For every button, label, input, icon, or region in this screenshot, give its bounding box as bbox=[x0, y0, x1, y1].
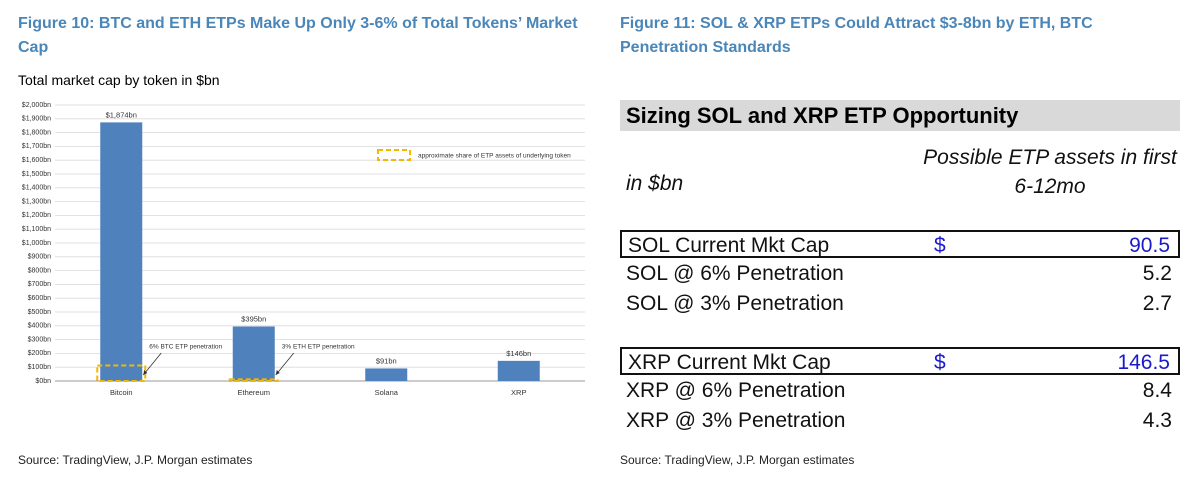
annotation: 6% BTC ETP penetration bbox=[149, 344, 222, 351]
y-tick-label: $300bn bbox=[28, 336, 51, 343]
row-value: 90.5 bbox=[1129, 234, 1170, 257]
legend-swatch bbox=[377, 149, 411, 161]
value-label: $91bn bbox=[376, 356, 397, 365]
y-tick-label: $400bn bbox=[28, 323, 51, 330]
currency: $ bbox=[934, 351, 946, 374]
row-label: XRP @ 6% Penetration bbox=[626, 379, 846, 402]
annotation: 3% ETH ETP penetration bbox=[282, 344, 355, 351]
row-value: 2.7 bbox=[1142, 292, 1172, 315]
etp-share bbox=[96, 364, 147, 383]
y-tick-label: $900bn bbox=[28, 254, 51, 261]
x-tick-label: Ethereum bbox=[237, 388, 270, 397]
y-tick-label: $1,200bn bbox=[22, 212, 51, 219]
row-label: SOL @ 6% Penetration bbox=[626, 262, 844, 285]
value-label: $395bn bbox=[241, 314, 266, 323]
table-row: SOL Current Mkt Cap $90.5 bbox=[620, 230, 1180, 258]
y-tick-label: $600bn bbox=[28, 295, 51, 302]
figure-title: Figure 11: SOL & XRP ETPs Could Attract … bbox=[620, 15, 1093, 56]
etp-share bbox=[228, 378, 279, 382]
row-label: SOL @ 3% Penetration bbox=[626, 292, 844, 315]
currency: $ bbox=[934, 234, 946, 257]
row-value: 4.3 bbox=[1142, 409, 1172, 432]
x-tick-label: Bitcoin bbox=[110, 388, 133, 397]
y-tick-label: $100bn bbox=[28, 364, 51, 371]
value-header: Possible ETP assets in first 6-12mo bbox=[923, 146, 1177, 198]
y-tick-label: $800bn bbox=[28, 267, 51, 274]
y-tick-label: $700bn bbox=[28, 281, 51, 288]
y-tick-label: $1,300bn bbox=[22, 198, 51, 205]
legend-label: approximate share of ETP assets of under… bbox=[418, 153, 571, 160]
arrow-head bbox=[143, 370, 148, 375]
row-value: 5.2 bbox=[1142, 262, 1172, 285]
y-tick-label: $2,000bn bbox=[22, 102, 51, 109]
row-label: SOL Current Mkt Cap bbox=[628, 234, 830, 257]
row-label: XRP @ 3% Penetration bbox=[626, 409, 846, 432]
value-label: $1,874bn bbox=[106, 110, 137, 119]
table-row: XRP @ 6% Penetration 8.4 bbox=[620, 377, 1180, 405]
table-row: XRP Current Mkt Cap $146.5 bbox=[620, 347, 1180, 375]
table-title: Sizing SOL and XRP ETP Opportunity bbox=[620, 100, 1180, 131]
y-tick-label: $1,800bn bbox=[22, 129, 51, 136]
chart: $0bn $100bn $200bn $300bn $400bn $500bn $600bn… bbox=[22, 102, 585, 397]
y-tick-label: $0bn bbox=[35, 378, 51, 385]
y-tick-label: $1,400bn bbox=[22, 185, 51, 192]
row-label: XRP Current Mkt Cap bbox=[628, 351, 831, 374]
bar bbox=[365, 368, 408, 381]
row-value: 146.5 bbox=[1117, 351, 1170, 374]
y-tick-label: $1,700bn bbox=[22, 143, 51, 150]
bar bbox=[232, 326, 275, 381]
y-tick-label: $500bn bbox=[28, 309, 51, 316]
bar bbox=[497, 360, 540, 381]
row-value: 8.4 bbox=[1142, 379, 1172, 402]
y-tick-label: $1,600bn bbox=[22, 157, 51, 164]
annotation-arrow bbox=[142, 352, 162, 376]
y-tick-label: $1,900bn bbox=[22, 116, 51, 123]
chart-subtitle: Total market cap by token in $bn bbox=[18, 72, 220, 88]
value-label: $146bn bbox=[506, 349, 531, 358]
source: Source: TradingView, J.P. Morgan estimat… bbox=[18, 453, 253, 467]
table-row: XRP @ 3% Penetration 4.3 bbox=[620, 407, 1180, 435]
y-tick-label: $200bn bbox=[28, 350, 51, 357]
table-row: SOL @ 3% Penetration 2.7 bbox=[620, 290, 1180, 318]
unit-header: in $bn bbox=[626, 172, 684, 195]
source: Source: TradingView, J.P. Morgan estimat… bbox=[620, 453, 855, 467]
y-tick-label: $1,100bn bbox=[22, 226, 51, 233]
y-tick-label: $1,500bn bbox=[22, 171, 51, 178]
arrow-head bbox=[275, 370, 280, 375]
x-tick-label: XRP bbox=[511, 388, 526, 397]
figure-title: Figure 10: BTC and ETH ETPs Make Up Only… bbox=[18, 15, 578, 56]
bar bbox=[100, 122, 143, 381]
x-tick-label: Solana bbox=[375, 388, 399, 397]
y-tick-label: $1,000bn bbox=[22, 240, 51, 247]
annotation-arrow bbox=[275, 352, 295, 376]
table-row: SOL @ 6% Penetration 5.2 bbox=[620, 260, 1180, 288]
